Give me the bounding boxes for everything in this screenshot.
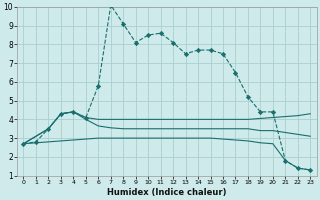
X-axis label: Humidex (Indice chaleur): Humidex (Indice chaleur) (107, 188, 227, 197)
